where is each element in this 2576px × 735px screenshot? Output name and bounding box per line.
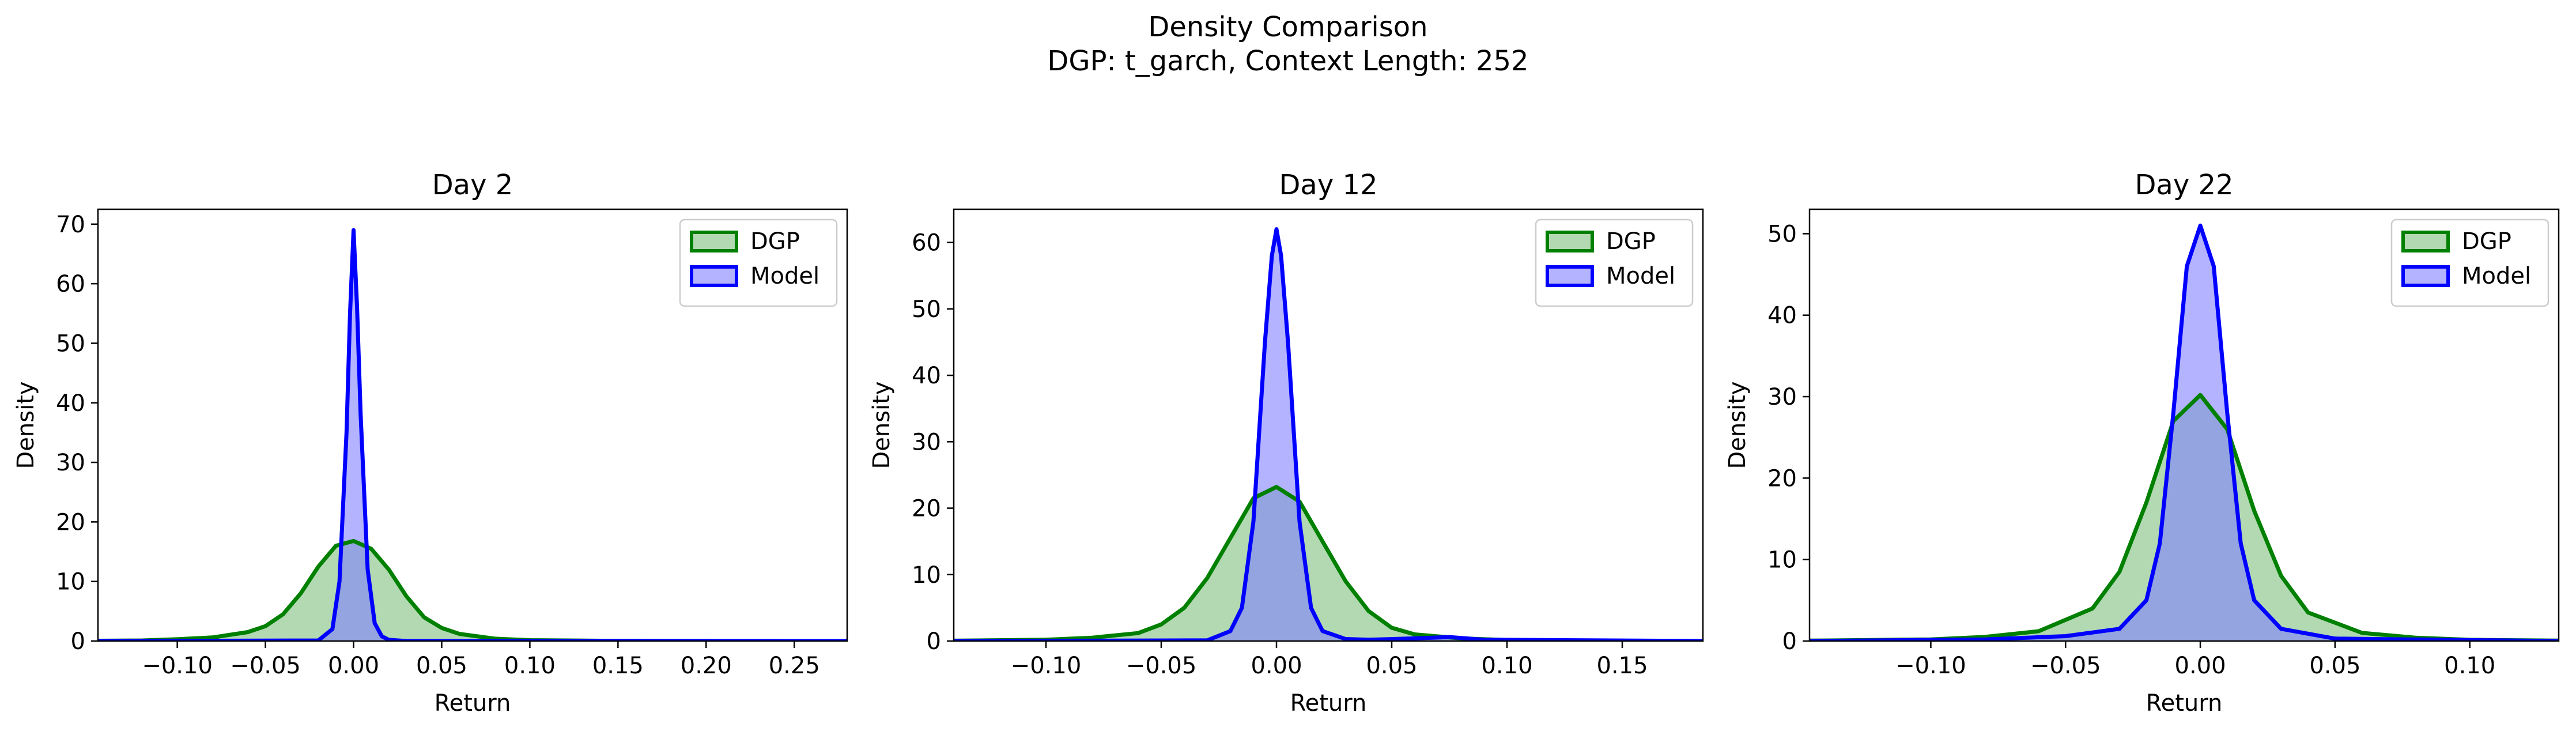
x-axis-label: Return [435, 690, 511, 717]
x-tick-label: −0.05 [2030, 653, 2101, 679]
density-line-dgp [1810, 393, 2559, 641]
y-tick-label: 0 [71, 628, 85, 655]
x-tick-label: 0.10 [504, 653, 556, 679]
legend-label-model: Model [1606, 263, 1675, 289]
x-tick-label: 0.10 [1481, 653, 1532, 679]
legend-label-dgp: DGP [750, 228, 800, 255]
axes-frame [953, 208, 1704, 642]
x-tick-label: −0.10 [142, 653, 213, 679]
density-fill-model [1810, 225, 2559, 641]
subplot-title: Day 22 [2135, 169, 2233, 201]
subplot-3: −0.10 −0.05 0.00 0.05 0.10 0 10 20 30 40 50 Day 22 R… [1724, 169, 2560, 717]
x-tick-label: −0.05 [230, 653, 301, 679]
legend: DGP Model [2390, 218, 2549, 307]
legend: DGP Model [1535, 218, 1694, 307]
y-tick-label: 20 [56, 509, 85, 536]
x-tick-label: 0.10 [2444, 653, 2495, 679]
axes-frame [97, 208, 848, 642]
plot-area [1810, 223, 2559, 641]
y-tick-label: 70 [56, 212, 85, 238]
y-tick-label: 30 [912, 429, 941, 455]
x-tick-label: −0.10 [1895, 653, 1966, 679]
x-tick-label: 0.05 [1366, 653, 1417, 679]
y-axis-label: Density [1724, 381, 1751, 469]
y-axis-label: Density [13, 381, 39, 469]
x-tick-label: 0.20 [681, 653, 732, 679]
x-tick-label: 0.15 [1596, 653, 1648, 679]
density-fill-dgp [954, 487, 1703, 641]
x-tick-label: 0.05 [2309, 653, 2360, 679]
legend-swatch-model [1546, 265, 1594, 287]
y-tick-label: 60 [56, 271, 85, 297]
y-tick-label: 40 [912, 363, 941, 389]
x-tick-label: −0.10 [1011, 653, 1082, 679]
subplot-title: Day 12 [1279, 169, 1377, 201]
y-tick-label: 0 [927, 628, 941, 655]
legend-label-model: Model [2462, 263, 2531, 289]
x-axis-label: Return [1290, 690, 1367, 717]
subplot-2: −0.10 −0.05 0.00 0.05 0.10 0.15 0 10 20 30 40 50 60 D… [868, 169, 1704, 717]
y-tick-label: 30 [56, 450, 85, 476]
plot-area [954, 227, 1703, 641]
x-tick-label: 0.00 [328, 653, 379, 679]
y-tick-label: 10 [912, 562, 941, 589]
x-tick-label: 0.00 [1251, 653, 1302, 679]
y-tick-label: 0 [1782, 628, 1797, 655]
density-line-model [1810, 223, 2559, 641]
density-fill-dgp [98, 541, 847, 641]
y-tick-label: 30 [1767, 384, 1797, 410]
x-tick-label: 0.00 [2175, 653, 2226, 679]
axes-frame [1808, 208, 2560, 642]
density-line-model [954, 227, 1703, 641]
x-tick-label: −0.05 [1126, 653, 1197, 679]
subplot-title: Day 2 [432, 169, 513, 201]
legend-label-dgp: DGP [1606, 228, 1656, 255]
figure-title: Density Comparison [1148, 11, 1427, 43]
y-tick-label: 50 [56, 330, 85, 357]
y-tick-label: 10 [1767, 547, 1797, 574]
y-tick-label: 40 [56, 390, 85, 417]
legend-swatch-model [2401, 265, 2450, 287]
y-tick-label: 50 [1767, 221, 1797, 247]
legend-swatch-model [690, 265, 738, 287]
y-axis-label: Density [868, 381, 895, 469]
y-tick-label: 20 [1767, 465, 1797, 492]
x-tick-label: 0.15 [592, 653, 644, 679]
subplot-1: −0.10 −0.05 0.00 0.05 0.10 0.15 0.20 0.25 0 10 20 3… [13, 169, 848, 717]
y-tick-label: 60 [912, 230, 941, 257]
legend-label-model: Model [750, 263, 819, 289]
legend-swatch-dgp [1546, 231, 1594, 252]
legend-label-dgp: DGP [2462, 228, 2511, 255]
legend-swatch-dgp [690, 231, 738, 252]
figure-subtitle: DGP: t_garch, Context Length: 252 [1047, 45, 1528, 77]
legend-swatch-dgp [2401, 231, 2450, 252]
x-axis-label: Return [2146, 690, 2223, 717]
y-tick-label: 40 [1767, 303, 1797, 329]
y-tick-label: 20 [912, 496, 941, 522]
legend: DGP Model [679, 218, 838, 307]
y-tick-label: 50 [912, 296, 941, 323]
x-tick-label: 0.05 [416, 653, 467, 679]
y-tick-label: 10 [56, 569, 85, 595]
x-tick-label: 0.25 [769, 653, 820, 679]
subplot-panels: −0.10 −0.05 0.00 0.05 0.10 0.15 0.20 0.25 0 10 20 3… [13, 169, 2560, 717]
